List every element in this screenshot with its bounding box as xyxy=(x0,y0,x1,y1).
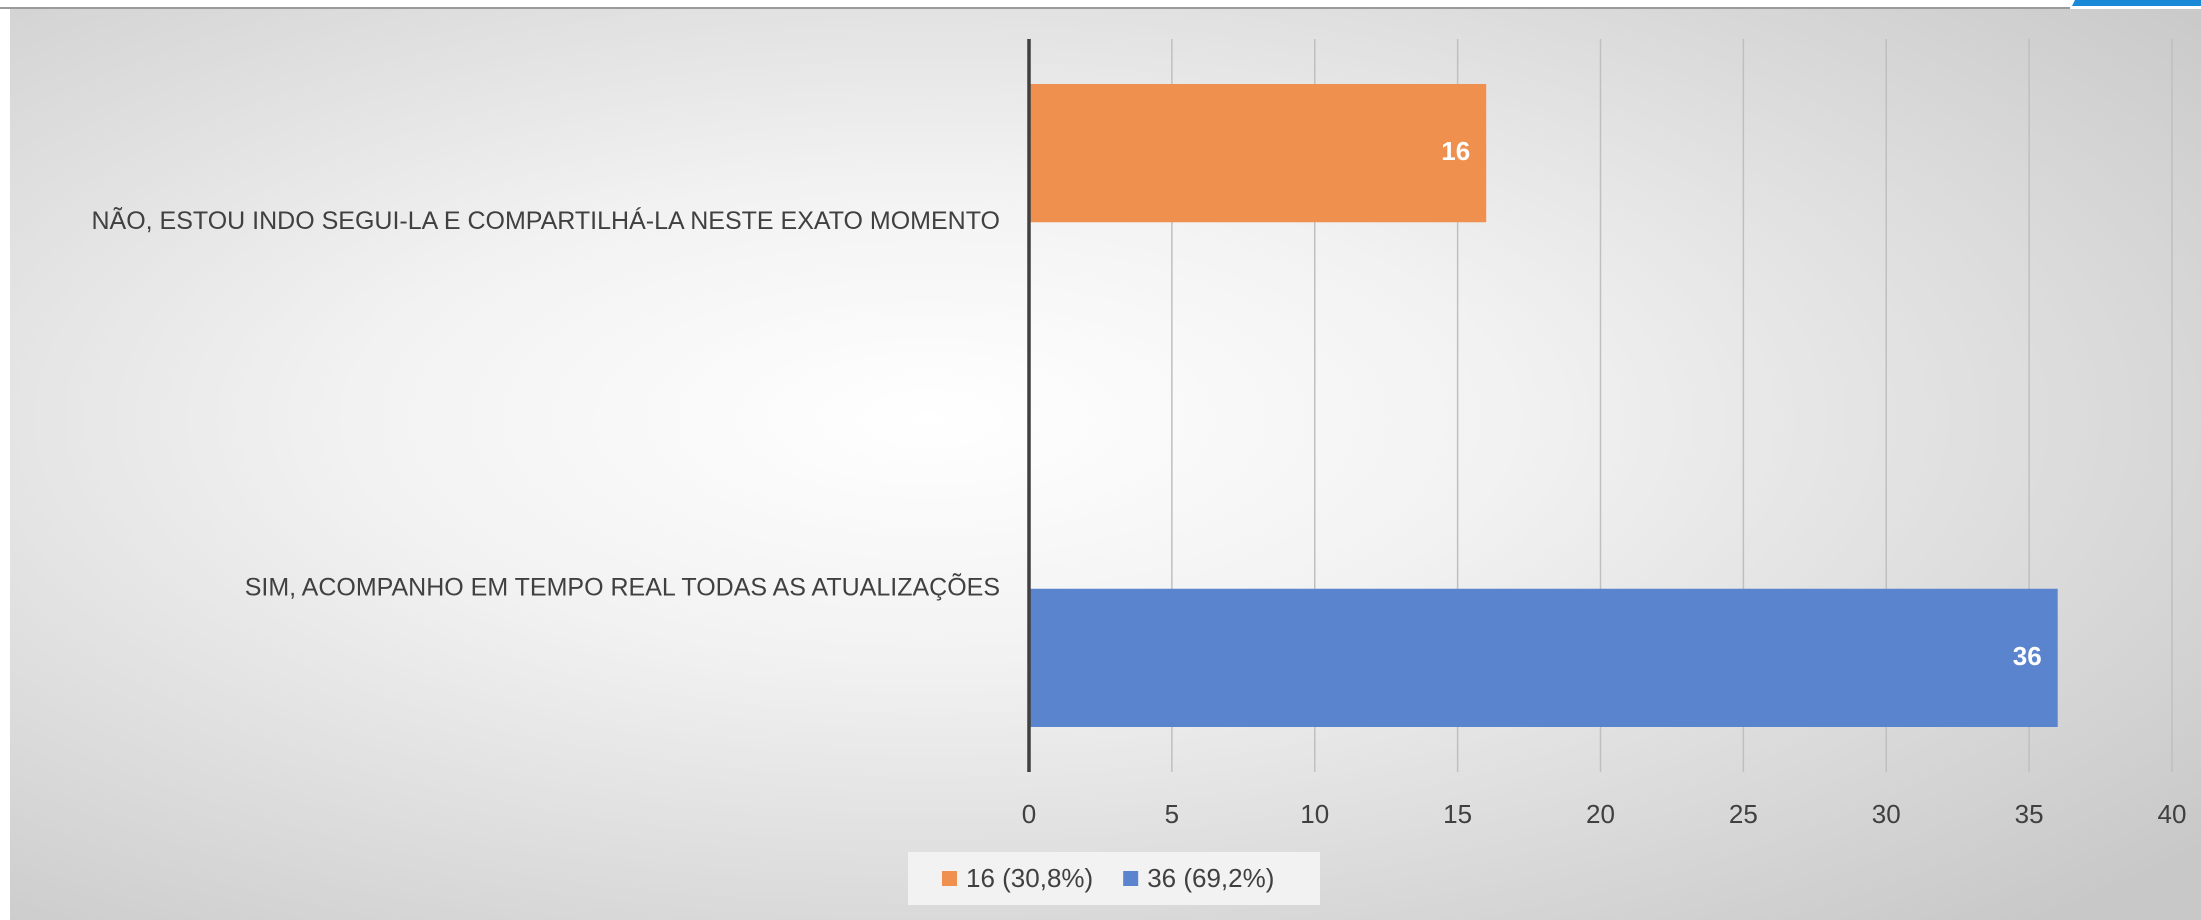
data-label: 16 xyxy=(1441,136,1470,166)
legend-label: 16 (30,8%) xyxy=(966,863,1093,893)
legend-swatch xyxy=(942,871,957,886)
bar xyxy=(1029,84,1487,223)
x-tick-label: 25 xyxy=(1729,799,1758,829)
x-tick-label: 0 xyxy=(1022,799,1036,829)
legend-swatch xyxy=(1123,871,1139,886)
x-tick-label: 30 xyxy=(1872,799,1901,829)
x-tick-label: 20 xyxy=(1586,799,1615,829)
x-tick-label: 15 xyxy=(1443,799,1472,829)
x-tick-label: 35 xyxy=(2015,799,2044,829)
legend-box xyxy=(908,852,1320,905)
x-tick-label: 5 xyxy=(1165,799,1179,829)
x-tick-label: 40 xyxy=(2158,799,2187,829)
x-tick-label: 10 xyxy=(1300,799,1329,829)
y-tick-label: SIM, ACOMPANHO EM TEMPO REAL TODAS AS AT… xyxy=(245,572,1000,601)
corner-decoration xyxy=(2072,0,2201,6)
y-tick-label: NÃO, ESTOU INDO SEGUI-LA E COMPARTILHÁ-L… xyxy=(91,206,1000,235)
legend-label: 36 (69,2%) xyxy=(1147,863,1274,893)
data-label: 36 xyxy=(2013,641,2042,671)
bar xyxy=(1029,588,2058,727)
